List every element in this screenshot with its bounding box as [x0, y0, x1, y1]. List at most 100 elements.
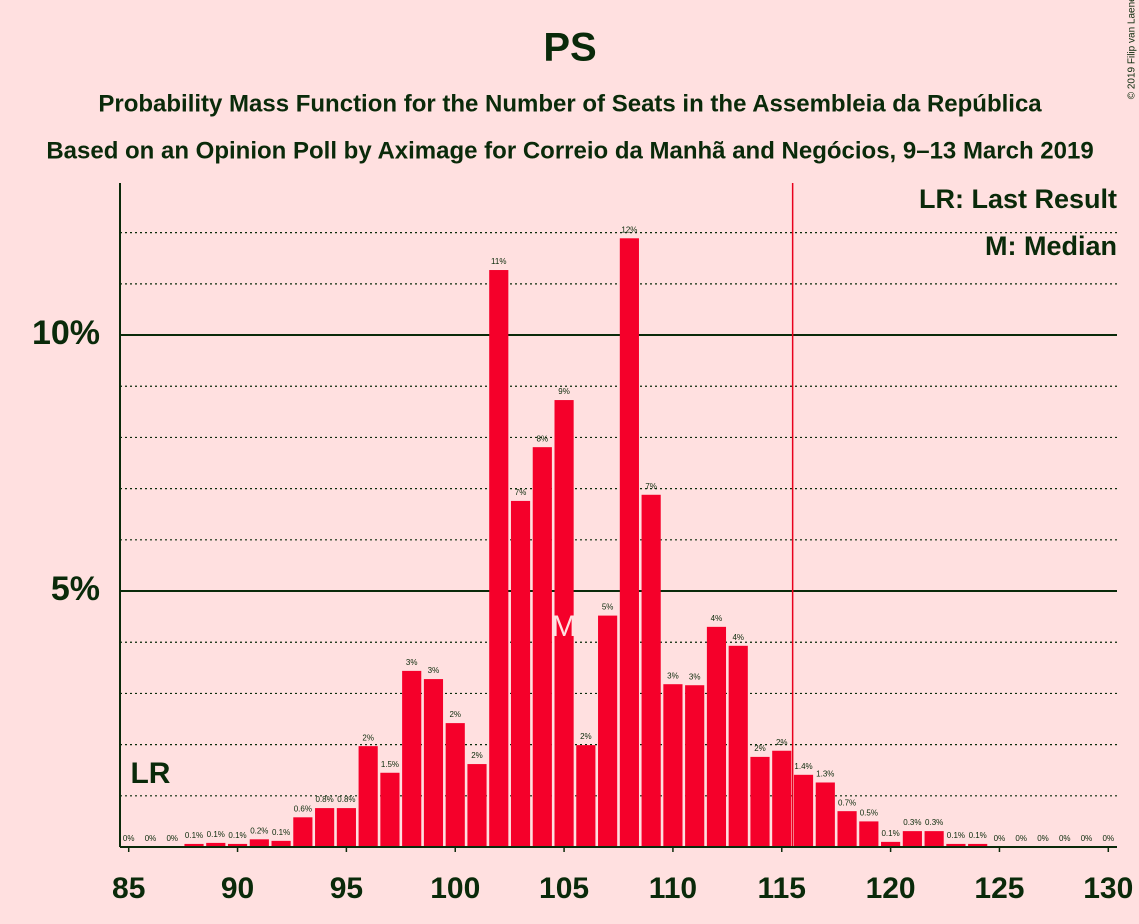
x-tick-label: 85 [112, 872, 145, 905]
bar [793, 774, 814, 847]
bar [924, 831, 944, 847]
bar [772, 750, 792, 847]
data-label: 0.2% [250, 826, 268, 835]
data-label: 3% [406, 658, 418, 667]
data-label: 8% [537, 434, 549, 443]
bar [315, 808, 335, 847]
bar [358, 746, 378, 847]
bar [728, 645, 748, 847]
bar [336, 808, 356, 847]
median-marker: M [552, 610, 577, 643]
data-label: 0% [145, 834, 157, 843]
x-tick-label: 125 [974, 872, 1024, 905]
data-label: 0% [1059, 834, 1071, 843]
data-label: 4% [711, 614, 723, 623]
bar [445, 723, 465, 847]
bar [750, 756, 770, 847]
bar [706, 626, 727, 847]
bar [902, 831, 922, 847]
bar [423, 679, 444, 847]
bar [206, 842, 226, 847]
bar [293, 817, 313, 847]
data-label: 9% [558, 387, 570, 396]
data-label: 0.1% [881, 829, 899, 838]
bar [576, 745, 596, 847]
data-label: 0.5% [860, 809, 878, 818]
bar [271, 840, 291, 847]
subtitle: Probability Mass Function for the Number… [98, 90, 1042, 117]
data-label: 0% [166, 834, 178, 843]
data-label: 0.1% [272, 828, 290, 837]
data-label: 0.1% [207, 830, 225, 839]
bar [532, 447, 552, 847]
last-result-marker: LR [130, 757, 170, 790]
bar [881, 841, 901, 847]
x-tick-label: 90 [221, 872, 254, 905]
bar [554, 400, 574, 847]
data-label: 0% [1037, 834, 1049, 843]
bar [467, 764, 487, 847]
bar [663, 684, 683, 847]
data-label: 0% [1103, 834, 1115, 843]
data-label: 0.6% [294, 804, 312, 813]
bar [859, 821, 879, 847]
data-label: 2% [580, 732, 592, 741]
subtitle: Based on an Opinion Poll by Aximage for … [46, 137, 1093, 164]
data-label: 0% [994, 834, 1006, 843]
data-label: 0.8% [316, 795, 334, 804]
legend-entry: M: Median [985, 231, 1117, 261]
bar [946, 843, 966, 847]
bar [489, 270, 509, 847]
data-label: 2% [362, 733, 374, 742]
data-label: 3% [428, 666, 440, 675]
data-label: 0.1% [969, 831, 987, 840]
bar [815, 782, 835, 847]
y-tick-label: 5% [51, 570, 100, 608]
data-label: 1.5% [381, 760, 399, 769]
bar [184, 843, 204, 847]
data-label: 2% [449, 710, 461, 719]
data-label: 0.3% [925, 818, 943, 827]
x-tick-label: 120 [866, 872, 916, 905]
bar [510, 500, 531, 847]
x-tick-label: 105 [539, 872, 589, 905]
data-label: 0% [123, 834, 135, 843]
legend-entry: LR: Last Result [919, 184, 1117, 214]
bar [619, 238, 639, 848]
data-label: 0% [1081, 834, 1093, 843]
data-label: 7% [515, 488, 527, 497]
x-tick-label: 115 [758, 872, 806, 905]
y-tick-label: 10% [32, 314, 100, 352]
bar [641, 494, 661, 847]
data-label: 7% [645, 482, 657, 491]
data-label: 5% [602, 603, 614, 612]
bar [249, 839, 269, 847]
data-label: 1.3% [816, 770, 834, 779]
data-label: 3% [689, 672, 701, 681]
chart-title: PS [543, 26, 596, 70]
bar [968, 843, 988, 847]
data-label: 0.7% [838, 798, 856, 807]
data-label: 2% [754, 744, 766, 753]
bar [685, 685, 705, 847]
data-label: 0.3% [903, 818, 921, 827]
data-label: 4% [732, 633, 744, 642]
data-label: 3% [667, 671, 679, 680]
data-label: 0% [1015, 834, 1027, 843]
data-label: 0.8% [337, 795, 355, 804]
bar [227, 843, 248, 847]
data-label: 11% [491, 257, 506, 266]
bar [402, 670, 422, 847]
bar [598, 615, 618, 847]
x-tick-label: 100 [430, 872, 480, 905]
data-label: 2% [776, 738, 788, 747]
data-label: 2% [471, 751, 483, 760]
data-label: 12% [621, 225, 637, 234]
data-label: 0.1% [947, 831, 965, 840]
x-tick-label: 95 [330, 872, 363, 905]
bar [837, 811, 857, 847]
data-label: 0.1% [228, 831, 246, 840]
x-tick-label: 110 [649, 872, 697, 905]
data-label: 0.1% [185, 831, 203, 840]
